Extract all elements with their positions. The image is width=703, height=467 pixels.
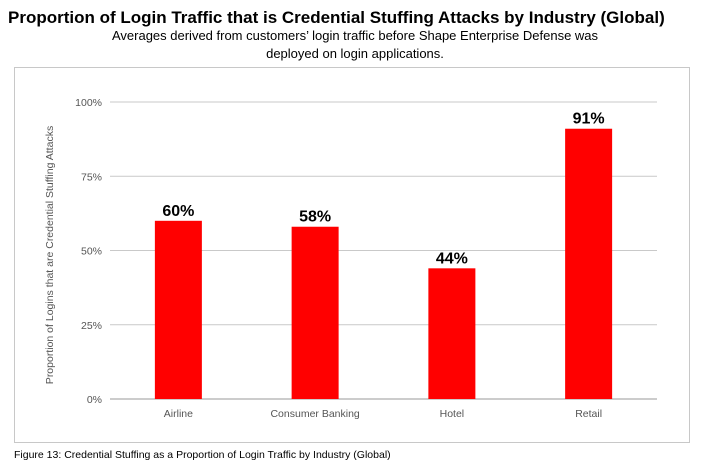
- bars: [154, 128, 613, 400]
- chart-title: Proportion of Login Traffic that is Cred…: [8, 8, 665, 27]
- x-axis-ticks: Airline Consumer Banking Hotel Retail: [164, 408, 602, 420]
- data-labels: 60% 58% 44% 91%: [162, 111, 604, 268]
- x-tick-label: Retail: [575, 408, 602, 420]
- bar-airline: [154, 220, 202, 399]
- y-axis-label: Proportion of Logins that are Credential…: [44, 126, 56, 384]
- bar-hotel: [428, 268, 476, 399]
- figure-caption: Figure 13: Credential Stuffing as a Prop…: [14, 449, 391, 461]
- y-axis-ticks: 0% 25% 50% 75% 100%: [75, 97, 102, 406]
- y-tick-label: 25%: [81, 320, 102, 332]
- data-label: 44%: [436, 250, 468, 267]
- x-tick-label: Airline: [164, 408, 193, 420]
- chart-frame: [14, 67, 690, 443]
- bar-retail: [565, 128, 613, 400]
- y-tick-label: 50%: [81, 246, 102, 258]
- data-label: 58%: [299, 209, 331, 226]
- chart-subtitle: Averages derived from customers’ login t…: [60, 27, 650, 63]
- x-tick-label: Hotel: [440, 408, 465, 420]
- bar-consumer-banking: [291, 226, 339, 399]
- subtitle-line-2: deployed on login applications.: [266, 46, 444, 61]
- y-tick-label: 100%: [75, 97, 102, 109]
- subtitle-line-1: Averages derived from customers’ login t…: [111, 28, 599, 43]
- data-label: 60%: [162, 203, 194, 220]
- x-tick-label: Consumer Banking: [270, 408, 359, 420]
- y-tick-label: 0%: [87, 394, 102, 406]
- data-label: 91%: [573, 111, 605, 128]
- y-tick-label: 75%: [81, 171, 102, 183]
